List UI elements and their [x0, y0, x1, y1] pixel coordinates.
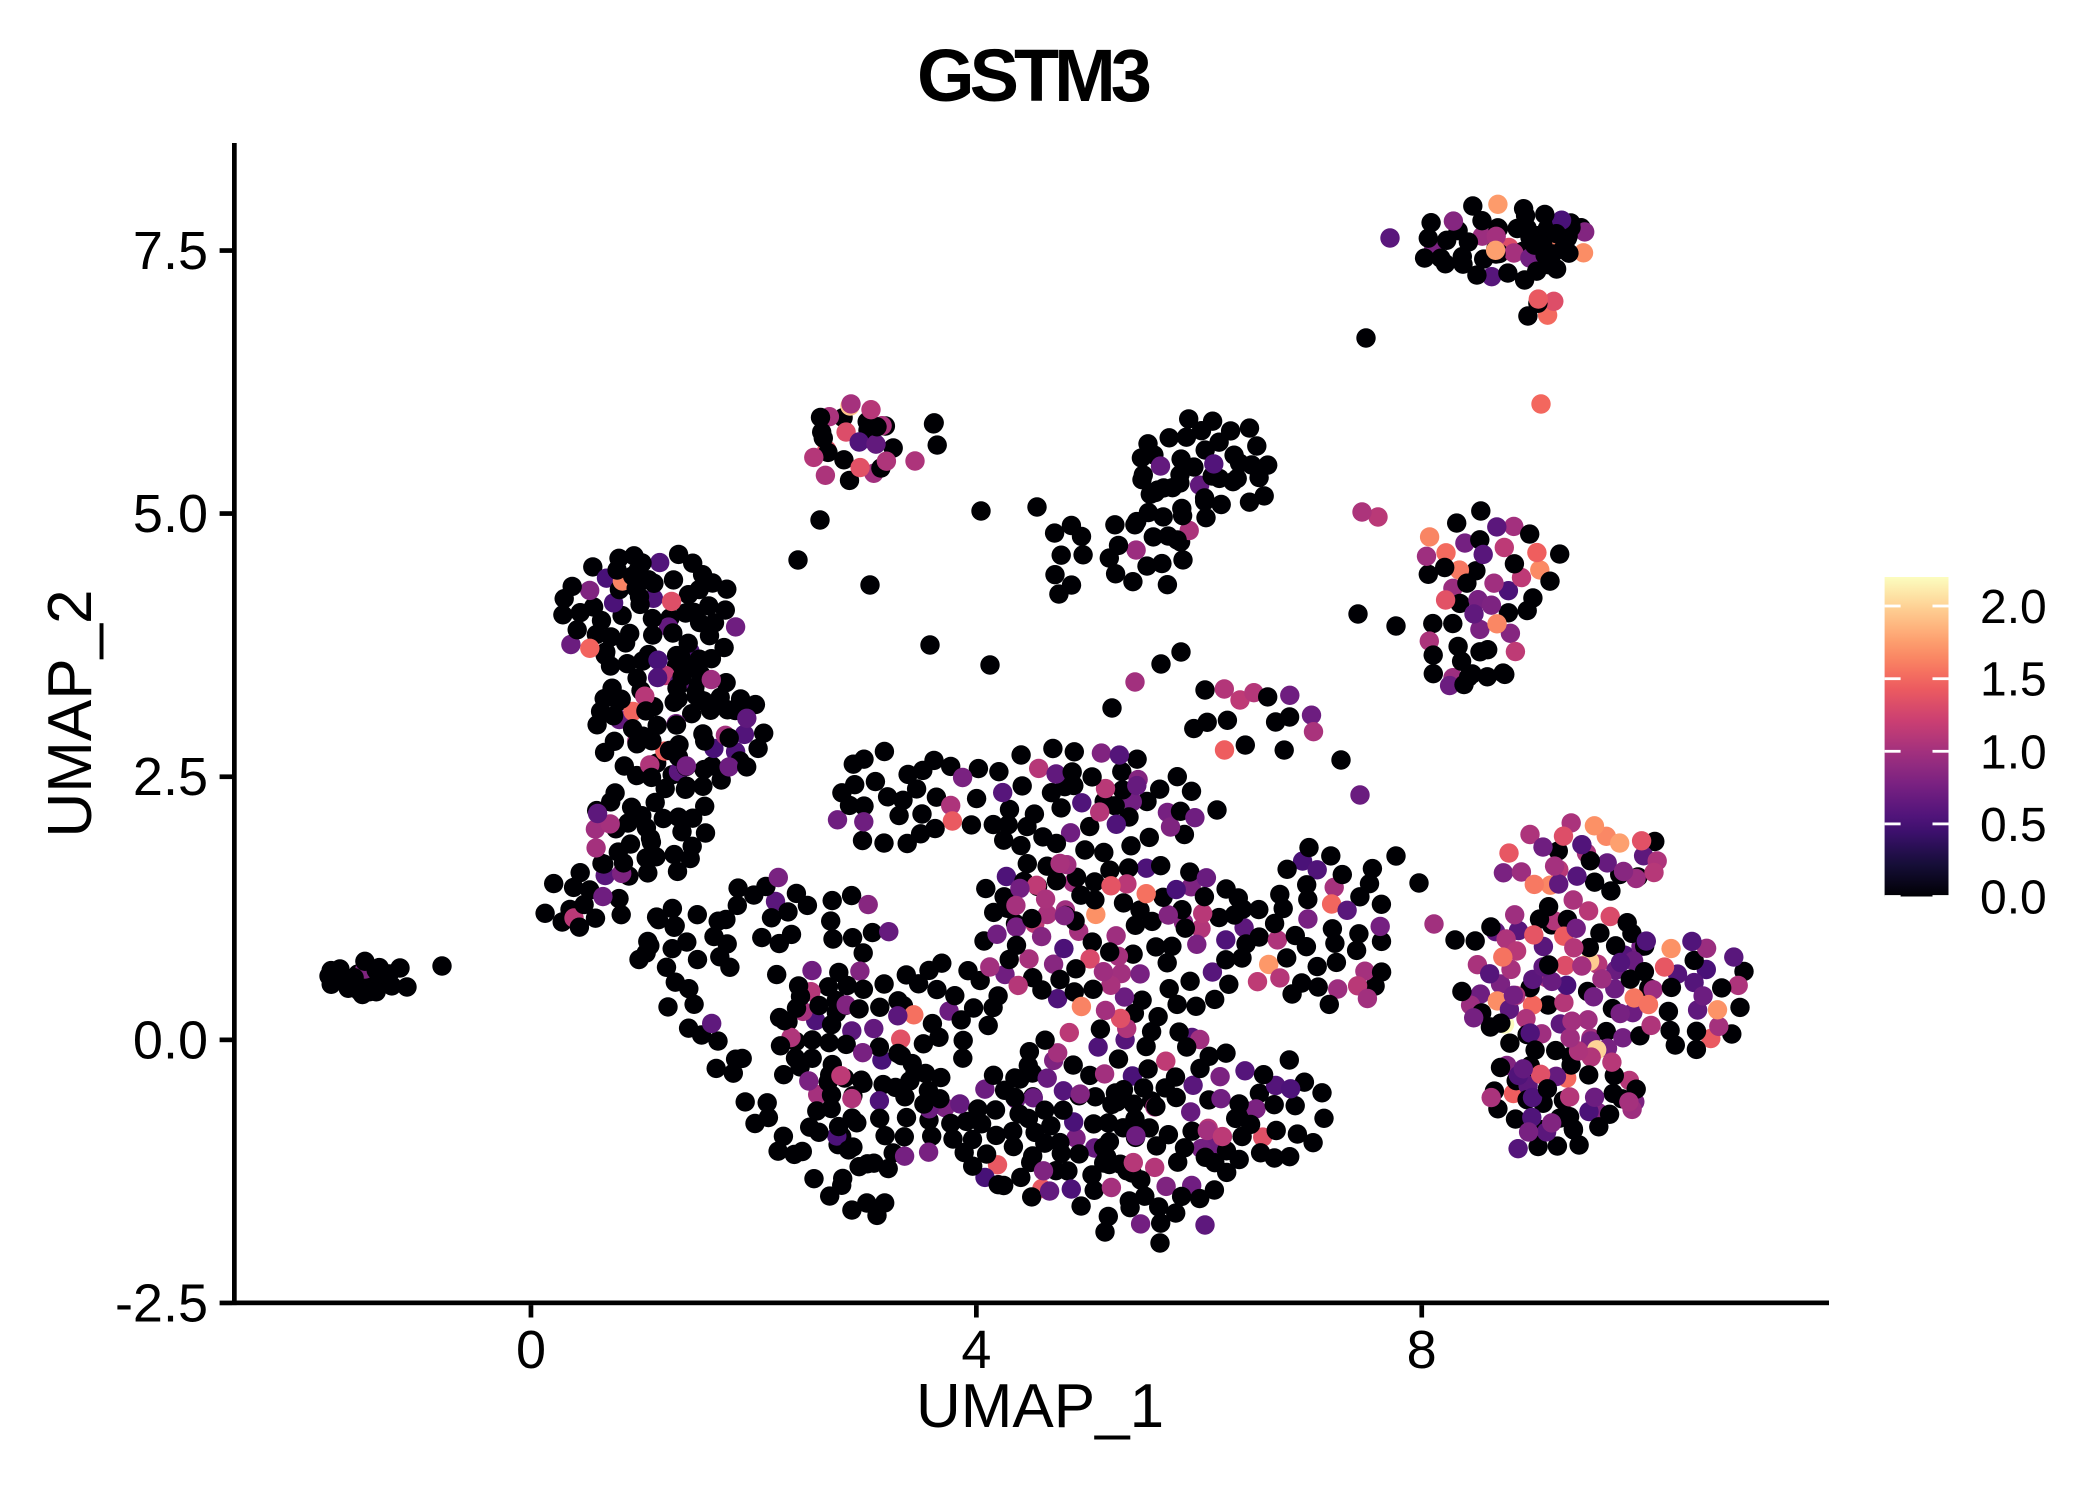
- svg-text:5.0: 5.0: [133, 484, 208, 544]
- svg-text:1.5: 1.5: [1980, 654, 2047, 707]
- svg-text:4: 4: [961, 1320, 991, 1380]
- svg-text:7.5: 7.5: [133, 221, 208, 281]
- svg-text:0.0: 0.0: [1980, 872, 2047, 925]
- svg-text:UMAP_1: UMAP_1: [916, 1372, 1164, 1441]
- svg-text:2.5: 2.5: [133, 747, 208, 807]
- svg-text:1.0: 1.0: [1980, 726, 2047, 779]
- svg-text:0.0: 0.0: [133, 1010, 208, 1070]
- svg-text:UMAP_2: UMAP_2: [36, 589, 105, 837]
- svg-text:0.5: 0.5: [1980, 799, 2047, 852]
- svg-text:2.0: 2.0: [1980, 581, 2047, 634]
- svg-text:GSTM3: GSTM3: [917, 34, 1150, 117]
- svg-text:-2.5: -2.5: [115, 1273, 208, 1333]
- svg-text:8: 8: [1407, 1320, 1437, 1380]
- svg-text:0: 0: [516, 1320, 546, 1380]
